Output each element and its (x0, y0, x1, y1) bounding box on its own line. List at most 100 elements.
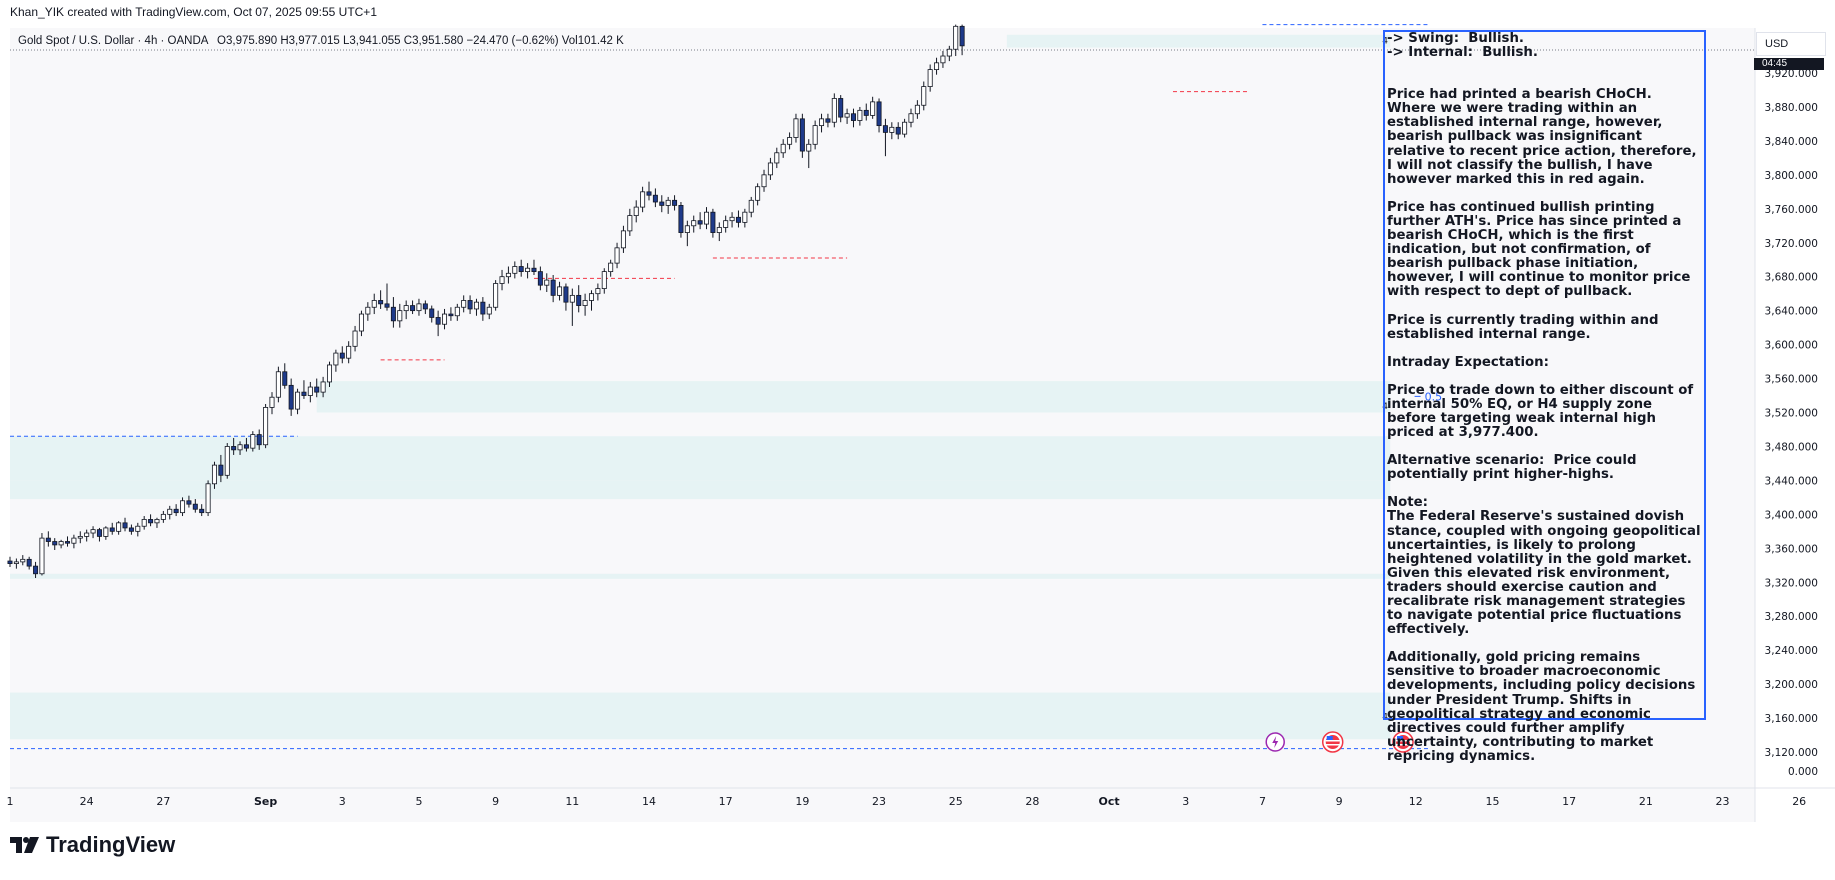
candle[interactable] (65, 536, 71, 547)
candle[interactable] (167, 505, 173, 520)
candle[interactable] (429, 305, 435, 323)
candle[interactable] (620, 225, 626, 253)
candle[interactable] (588, 290, 594, 311)
candle[interactable] (135, 522, 141, 537)
candle[interactable] (729, 212, 735, 228)
candle[interactable] (314, 378, 320, 398)
candle[interactable] (275, 366, 281, 403)
candle[interactable] (857, 106, 863, 126)
candle[interactable] (403, 300, 409, 320)
candle[interactable] (640, 186, 646, 213)
candle[interactable] (812, 120, 818, 150)
candle[interactable] (288, 378, 294, 416)
candle[interactable] (103, 526, 109, 540)
candle[interactable] (582, 293, 588, 316)
candle[interactable] (665, 196, 671, 214)
candle[interactable] (416, 298, 422, 316)
candle[interactable] (13, 558, 19, 569)
candle[interactable] (882, 118, 888, 157)
candle[interactable] (691, 215, 697, 233)
candle[interactable] (716, 222, 722, 242)
candle[interactable] (448, 307, 454, 321)
candle[interactable] (282, 363, 288, 389)
candle[interactable] (397, 303, 403, 328)
candle[interactable] (231, 437, 237, 455)
candle[interactable] (20, 555, 26, 566)
candle[interactable] (608, 259, 614, 277)
candle[interactable] (154, 517, 160, 528)
candle[interactable] (831, 93, 837, 128)
candle[interactable] (512, 261, 518, 279)
candle[interactable] (557, 281, 563, 301)
candle[interactable] (767, 157, 773, 180)
candle[interactable] (627, 208, 633, 236)
candle[interactable] (576, 285, 582, 313)
candle[interactable] (454, 303, 460, 321)
candle[interactable] (33, 561, 39, 579)
candle[interactable] (735, 210, 741, 228)
candle[interactable] (218, 454, 224, 483)
candle[interactable] (953, 24, 959, 57)
candle[interactable] (870, 96, 876, 119)
candle[interactable] (748, 196, 754, 218)
candle[interactable] (646, 181, 652, 201)
candle[interactable] (793, 113, 799, 143)
candle[interactable] (518, 259, 524, 277)
candle[interactable] (787, 132, 793, 150)
candle[interactable] (141, 516, 147, 530)
candle[interactable] (550, 275, 556, 303)
candle[interactable] (531, 259, 537, 276)
candle[interactable] (148, 514, 154, 527)
candle[interactable] (819, 113, 825, 133)
candle[interactable] (537, 266, 543, 291)
candle[interactable] (224, 443, 230, 479)
candle[interactable] (205, 480, 211, 517)
candle[interactable] (486, 303, 492, 320)
candle[interactable] (390, 297, 396, 328)
candle[interactable] (192, 499, 198, 513)
candle[interactable] (780, 139, 786, 158)
candle[interactable] (90, 526, 96, 539)
candle[interactable] (774, 147, 780, 169)
candle[interactable] (473, 298, 479, 316)
candle[interactable] (914, 100, 920, 119)
candle[interactable] (876, 98, 882, 133)
candle[interactable] (946, 45, 952, 62)
candle[interactable] (71, 534, 77, 549)
candle[interactable] (442, 308, 448, 330)
candle[interactable] (723, 215, 729, 233)
candle[interactable] (243, 437, 249, 452)
candle[interactable] (365, 302, 371, 321)
candle[interactable] (895, 122, 901, 140)
candle[interactable] (237, 441, 243, 455)
candle[interactable] (525, 263, 531, 279)
candle[interactable] (96, 527, 102, 542)
candle[interactable] (563, 283, 569, 311)
candle[interactable] (77, 531, 83, 544)
candle[interactable] (697, 212, 703, 230)
candle[interactable] (927, 64, 933, 92)
candle[interactable] (940, 50, 946, 68)
candle[interactable] (7, 556, 13, 567)
candle[interactable] (320, 376, 326, 398)
candle[interactable] (116, 521, 122, 535)
candle[interactable] (307, 381, 313, 403)
candle[interactable] (684, 220, 690, 247)
candle[interactable] (84, 529, 90, 542)
candle[interactable] (601, 268, 607, 294)
candle[interactable] (339, 346, 345, 364)
candle[interactable] (921, 81, 927, 111)
candle[interactable] (633, 200, 639, 223)
candle[interactable] (250, 431, 256, 452)
candle[interactable] (256, 429, 262, 450)
candle[interactable] (122, 517, 128, 532)
candle[interactable] (52, 538, 58, 550)
candle[interactable] (838, 95, 844, 123)
candle[interactable] (352, 325, 358, 352)
candle[interactable] (384, 283, 390, 311)
candle[interactable] (672, 195, 678, 211)
candle[interactable] (959, 24, 965, 56)
candle[interactable] (755, 183, 761, 206)
candle[interactable] (889, 122, 895, 140)
